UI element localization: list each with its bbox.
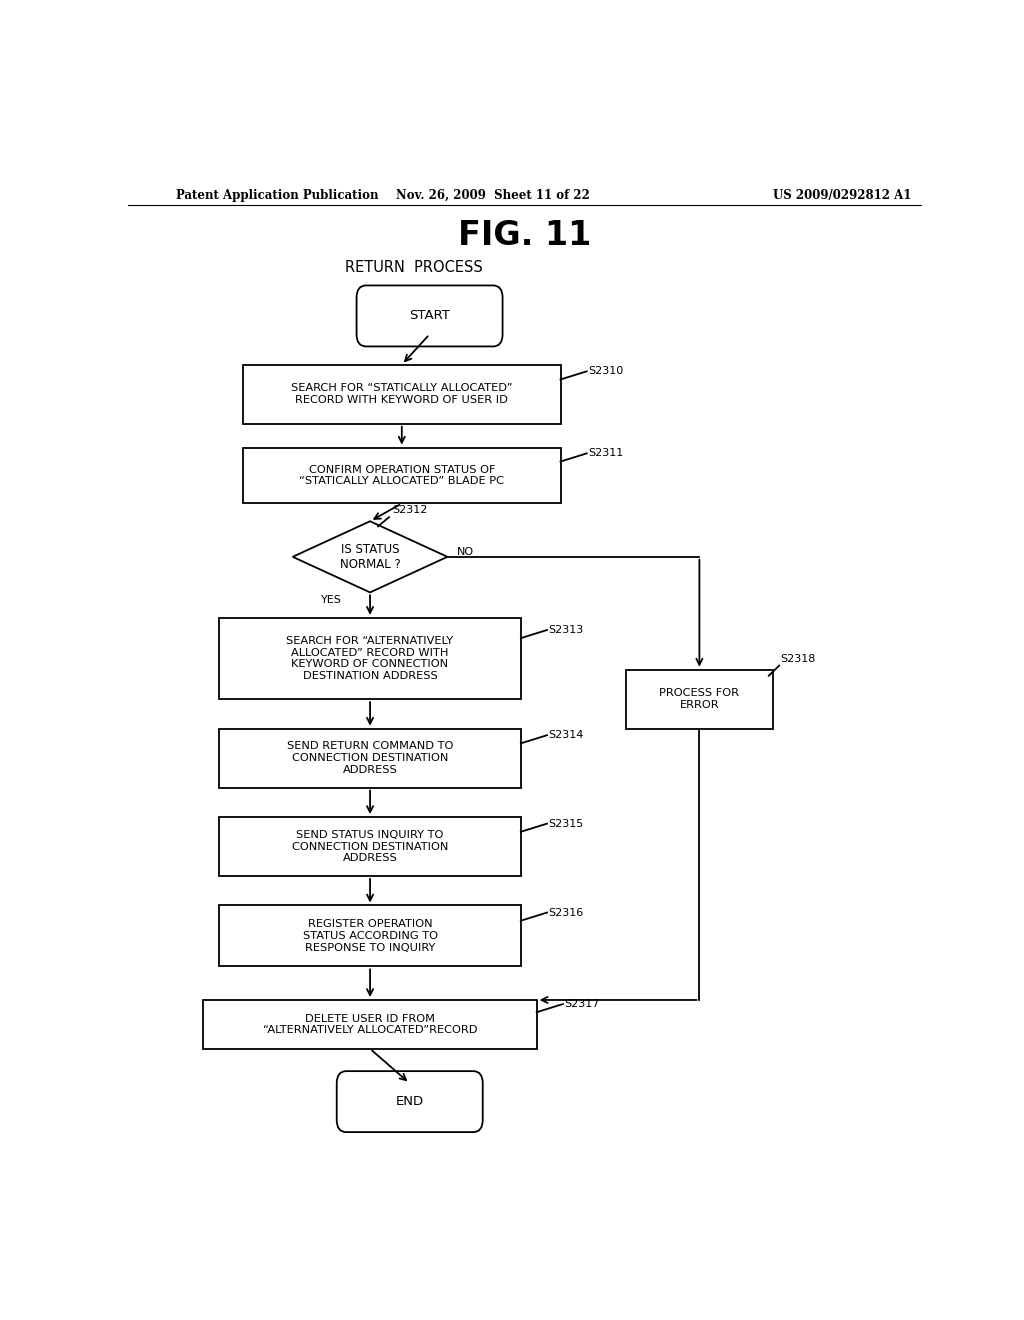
FancyBboxPatch shape — [219, 618, 521, 700]
Text: DELETE USER ID FROM
“ALTERNATIVELY ALLOCATED”RECORD: DELETE USER ID FROM “ALTERNATIVELY ALLOC… — [263, 1014, 477, 1035]
FancyBboxPatch shape — [204, 1001, 537, 1049]
Text: S2310: S2310 — [588, 367, 624, 376]
FancyBboxPatch shape — [243, 364, 560, 424]
FancyBboxPatch shape — [243, 447, 560, 503]
Text: Nov. 26, 2009  Sheet 11 of 22: Nov. 26, 2009 Sheet 11 of 22 — [396, 189, 590, 202]
Text: S2313: S2313 — [549, 624, 584, 635]
FancyBboxPatch shape — [356, 285, 503, 346]
Text: SEND RETURN COMMAND TO
CONNECTION DESTINATION
ADDRESS: SEND RETURN COMMAND TO CONNECTION DESTIN… — [287, 742, 454, 775]
FancyBboxPatch shape — [219, 906, 521, 966]
Polygon shape — [293, 521, 447, 593]
Text: S2311: S2311 — [588, 449, 624, 458]
Text: IS STATUS
NORMAL ?: IS STATUS NORMAL ? — [340, 543, 400, 570]
Text: RETURN  PROCESS: RETURN PROCESS — [345, 260, 482, 275]
Text: S2315: S2315 — [549, 818, 584, 829]
Text: END: END — [395, 1096, 424, 1107]
Text: Patent Application Publication: Patent Application Publication — [176, 189, 378, 202]
Text: S2312: S2312 — [392, 506, 428, 515]
Text: S2314: S2314 — [549, 730, 584, 741]
Text: SEARCH FOR “ALTERNATIVELY
ALLOCATED” RECORD WITH
KEYWORD OF CONNECTION
DESTINATI: SEARCH FOR “ALTERNATIVELY ALLOCATED” REC… — [287, 636, 454, 681]
Text: REGISTER OPERATION
STATUS ACCORDING TO
RESPONSE TO INQUIRY: REGISTER OPERATION STATUS ACCORDING TO R… — [302, 919, 437, 953]
FancyBboxPatch shape — [337, 1071, 482, 1133]
Text: SEARCH FOR “STATICALLY ALLOCATED”
RECORD WITH KEYWORD OF USER ID: SEARCH FOR “STATICALLY ALLOCATED” RECORD… — [291, 383, 513, 405]
Text: NO: NO — [457, 546, 474, 557]
Text: SEND STATUS INQUIRY TO
CONNECTION DESTINATION
ADDRESS: SEND STATUS INQUIRY TO CONNECTION DESTIN… — [292, 830, 449, 863]
Text: US 2009/0292812 A1: US 2009/0292812 A1 — [773, 189, 911, 202]
FancyBboxPatch shape — [626, 669, 773, 729]
Text: FIG. 11: FIG. 11 — [458, 219, 592, 252]
Text: START: START — [410, 309, 450, 322]
Text: S2318: S2318 — [780, 653, 816, 664]
Text: CONFIRM OPERATION STATUS OF
“STATICALLY ALLOCATED” BLADE PC: CONFIRM OPERATION STATUS OF “STATICALLY … — [299, 465, 504, 486]
Text: YES: YES — [322, 595, 342, 605]
Text: PROCESS FOR
ERROR: PROCESS FOR ERROR — [659, 688, 739, 710]
Text: S2316: S2316 — [549, 908, 584, 917]
FancyBboxPatch shape — [219, 817, 521, 876]
Text: S2317: S2317 — [564, 999, 600, 1008]
FancyBboxPatch shape — [219, 729, 521, 788]
